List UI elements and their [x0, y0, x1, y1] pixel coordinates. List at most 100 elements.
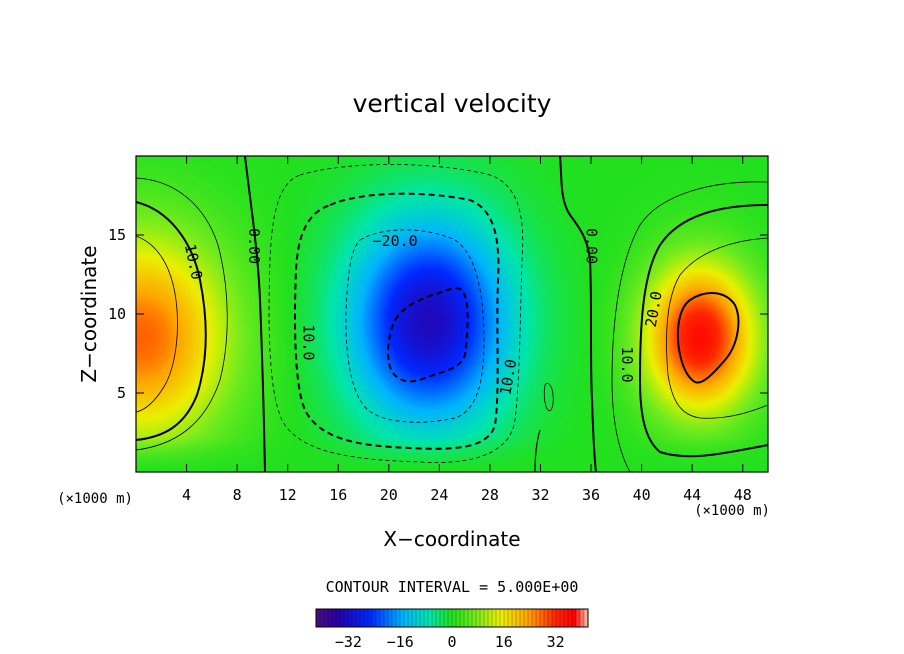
contour-label: 0.00	[583, 228, 601, 264]
contour-lines	[136, 156, 768, 472]
y-axis-ticks: 5 10 15	[108, 226, 768, 402]
colorbar-cell	[492, 609, 497, 627]
colorbar-cell	[376, 609, 381, 627]
colorbar-cell	[528, 609, 533, 627]
colorbar-cell	[368, 609, 373, 627]
colorbar-cell	[472, 609, 477, 627]
chart-title: vertical velocity	[353, 89, 552, 118]
x-tick-label: 36	[582, 486, 600, 504]
x-tick-label: 20	[380, 486, 398, 504]
colorbar-cell	[356, 609, 361, 627]
contour-line	[136, 201, 207, 441]
contour-line	[559, 156, 597, 472]
colorbar-cell	[364, 609, 369, 627]
x-tick-label: 8	[233, 486, 242, 504]
x-axis-label: X−coordinate	[383, 527, 520, 551]
contour-line	[268, 164, 524, 463]
colorbar-cell	[448, 609, 453, 627]
colorbar-cell	[360, 609, 365, 627]
contour-interval-text: CONTOUR INTERVAL = 5.000E+00	[326, 578, 579, 596]
contour-line	[666, 237, 768, 419]
colorbar: −32 −16 0 16 32	[315, 608, 589, 651]
colorbar-cell	[324, 609, 329, 627]
x-tick-label: 40	[633, 486, 651, 504]
colorbar-cell	[328, 609, 333, 627]
colorbar-tick-label: −32	[335, 633, 362, 651]
contour-label: 10.0	[618, 346, 636, 382]
colorbar-cell	[432, 609, 437, 627]
velocity-field-heatmap	[136, 156, 768, 472]
colorbar-cell	[412, 609, 417, 627]
contour-label: 10.0	[299, 324, 317, 360]
colorbar-cell	[388, 609, 393, 627]
contour-line	[676, 292, 740, 384]
contour-label: −20.0	[373, 232, 418, 250]
x-axis-ticks: 4 8 12 16 20 24 28 32 36 40 44 48	[182, 156, 752, 504]
colorbar-cell	[504, 609, 509, 627]
colorbar-cell	[404, 609, 409, 627]
x-tick-label: 32	[531, 486, 549, 504]
y-tick-label: 10	[108, 305, 126, 323]
colorbar-cell	[532, 609, 537, 627]
colorbar-cell	[416, 609, 421, 627]
colorbar-tick-label: 32	[547, 633, 565, 651]
colorbar-cell	[548, 609, 553, 627]
colorbar-cell	[384, 609, 389, 627]
contour-label: 10.0	[496, 358, 520, 397]
colorbar-cell	[568, 609, 573, 627]
contour-line	[244, 156, 266, 472]
colorbar-cell	[320, 609, 325, 627]
colorbar-cell	[396, 609, 401, 627]
contour-line	[638, 204, 768, 458]
y-tick-label: 5	[117, 384, 126, 402]
x-tick-label: 16	[329, 486, 347, 504]
x-tick-label: 48	[734, 486, 752, 504]
x-tick-label: 44	[683, 486, 701, 504]
colorbar-cell	[344, 609, 349, 627]
colorbar-cell	[332, 609, 337, 627]
colorbar-cell	[400, 609, 405, 627]
colorbar-cell	[460, 609, 465, 627]
colorbar-cell	[408, 609, 413, 627]
colorbar-cell	[424, 609, 429, 627]
x-tick-label: 24	[430, 486, 448, 504]
colorbar-tick-label: 0	[447, 633, 456, 651]
colorbar-cell	[440, 609, 445, 627]
colorbar-cell	[476, 609, 481, 627]
colorbar-cell	[496, 609, 501, 627]
colorbar-cell	[372, 609, 377, 627]
colorbar-cell	[340, 609, 345, 627]
colorbar-cell	[436, 609, 441, 627]
colorbar-cell	[428, 609, 433, 627]
colorbar-cell	[572, 609, 577, 627]
colorbar-cell	[580, 609, 585, 627]
colorbar-cell	[500, 609, 505, 627]
contour-line	[611, 181, 768, 472]
colorbar-cell	[420, 609, 425, 627]
contour-line	[534, 429, 541, 472]
colorbar-cell	[536, 609, 541, 627]
contour-line	[387, 287, 469, 383]
x-unit-label: (×1000 m)	[694, 503, 770, 519]
colorbar-cell	[348, 609, 353, 627]
colorbar-cell	[552, 609, 557, 627]
contour-line	[345, 229, 485, 423]
colorbar-cell	[464, 609, 469, 627]
colorbar-cell	[564, 609, 569, 627]
colorbar-tick-label: −16	[387, 633, 414, 651]
colorbar-ticks: −32 −16 0 16 32	[335, 633, 565, 651]
colorbar-cell	[452, 609, 457, 627]
contour-line	[543, 383, 554, 412]
colorbar-cell	[556, 609, 561, 627]
colorbar-cell	[480, 609, 485, 627]
y-tick-label: 15	[108, 226, 126, 244]
colorbar-cell	[540, 609, 545, 627]
colorbar-frame	[315, 608, 589, 628]
z-unit-label: (×1000 m)	[57, 491, 133, 507]
colorbar-cell	[392, 609, 397, 627]
colorbar-cell	[560, 609, 565, 627]
colorbar-cell	[584, 609, 589, 627]
colorbar-cell	[524, 609, 529, 627]
